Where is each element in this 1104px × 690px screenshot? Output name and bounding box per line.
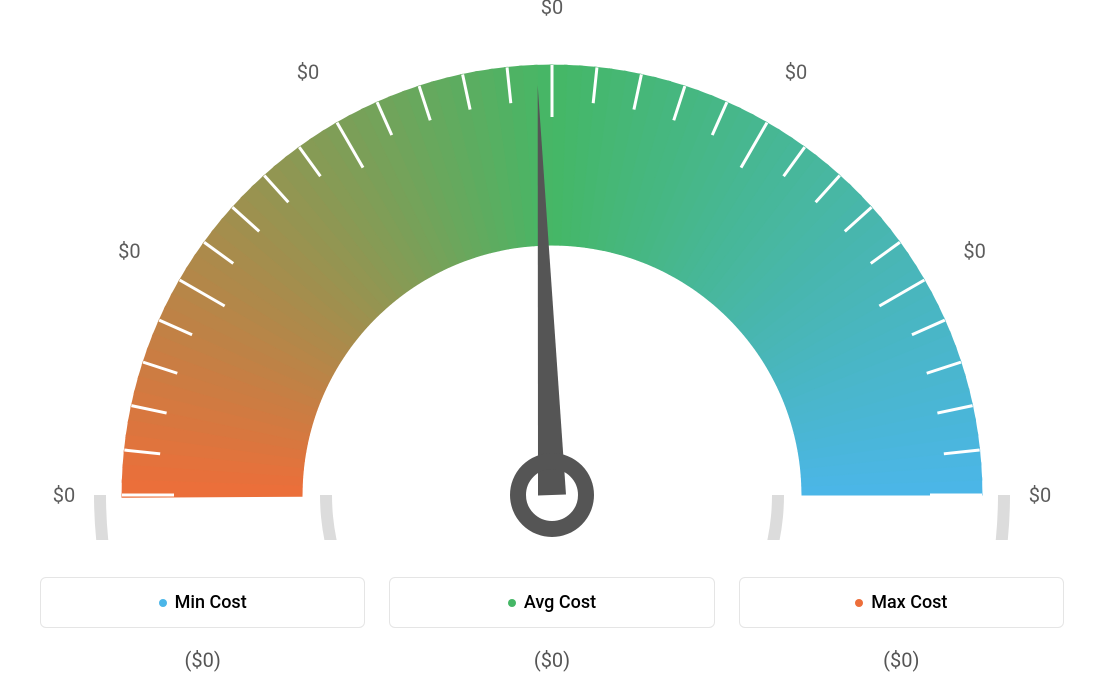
legend-card-max: Max Cost: [739, 577, 1064, 629]
value-row: ($0) ($0) ($0): [40, 648, 1064, 672]
legend-dot-min: [159, 599, 167, 607]
legend-row: Min Cost Avg Cost Max Cost: [40, 577, 1064, 629]
cost-gauge-chart: $0 $0 $0 $0 $0 $0 $0 Min Cost Avg Cost Max Cos…: [0, 0, 1104, 690]
legend-label-max: Max Cost: [871, 592, 947, 613]
gauge-svg: [40, 0, 1064, 540]
legend-title-min: Min Cost: [159, 592, 247, 613]
value-min: ($0): [40, 648, 365, 672]
gauge-tick-label: $0: [785, 60, 807, 84]
legend-title-max: Max Cost: [855, 592, 947, 613]
gauge-tick-label: $0: [963, 239, 985, 263]
gauge-tick-label: $0: [541, 0, 563, 19]
legend-card-min: Min Cost: [40, 577, 365, 629]
legend-dot-max: [855, 599, 863, 607]
gauge-tick-label: $0: [297, 60, 319, 84]
legend-card-avg: Avg Cost: [389, 577, 714, 629]
value-avg: ($0): [389, 648, 714, 672]
legend-label-avg: Avg Cost: [524, 592, 596, 613]
gauge-tick-label: $0: [1029, 483, 1051, 507]
legend-label-min: Min Cost: [175, 592, 247, 613]
value-max: ($0): [739, 648, 1064, 672]
gauge-tick-label: $0: [53, 483, 75, 507]
legend-title-avg: Avg Cost: [508, 592, 596, 613]
gauge-area: $0 $0 $0 $0 $0 $0 $0: [40, 0, 1064, 540]
gauge-tick-label: $0: [118, 239, 140, 263]
legend-dot-avg: [508, 599, 516, 607]
